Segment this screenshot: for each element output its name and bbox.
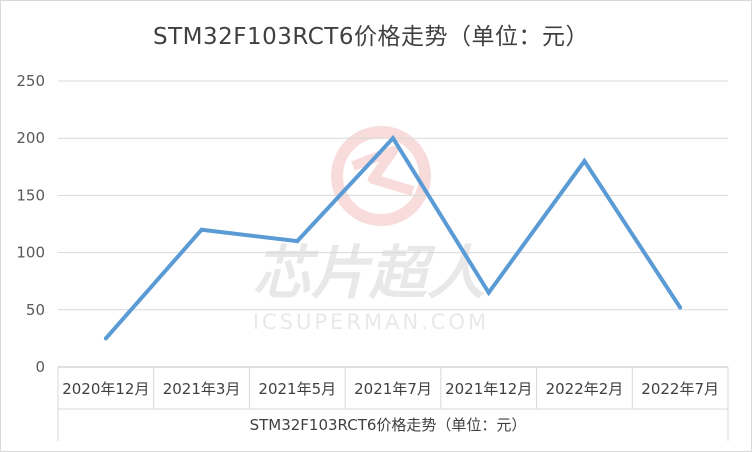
watermark-text-cn: 芯片超人 xyxy=(253,239,485,307)
data-point xyxy=(391,136,395,141)
y-tick-label: 150 xyxy=(16,186,45,204)
chart-title: STM32F103RCT6价格走势（单位：元） xyxy=(153,24,589,50)
y-tick-label: 200 xyxy=(16,129,45,147)
watermark-logo-icon xyxy=(331,126,431,226)
x-tick-label: 2021年5月 xyxy=(258,380,336,398)
data-point xyxy=(295,239,300,244)
data-point xyxy=(486,290,491,295)
x-tick-label: 2020年12月 xyxy=(62,380,149,398)
y-tick-label: 0 xyxy=(35,358,45,376)
series-label: STM32F103RCT6价格走势（单位：元） xyxy=(250,416,527,434)
data-point xyxy=(103,336,108,341)
x-tick-label: 2021年3月 xyxy=(163,380,241,398)
y-tick-label: 250 xyxy=(16,72,45,90)
data-point xyxy=(582,159,587,164)
y-tick-label: 100 xyxy=(16,244,45,262)
watermark-text-en: ICSUPERMAN.COM xyxy=(253,310,489,334)
data-point xyxy=(678,305,683,310)
x-tick-label: 2022年7月 xyxy=(641,380,719,398)
data-point xyxy=(199,227,204,232)
x-tick-label: 2022年2月 xyxy=(546,380,624,398)
y-tick-label: 50 xyxy=(26,301,45,319)
x-tick-label: 2021年12月 xyxy=(445,380,532,398)
x-tick-label: 2021年7月 xyxy=(354,380,432,398)
